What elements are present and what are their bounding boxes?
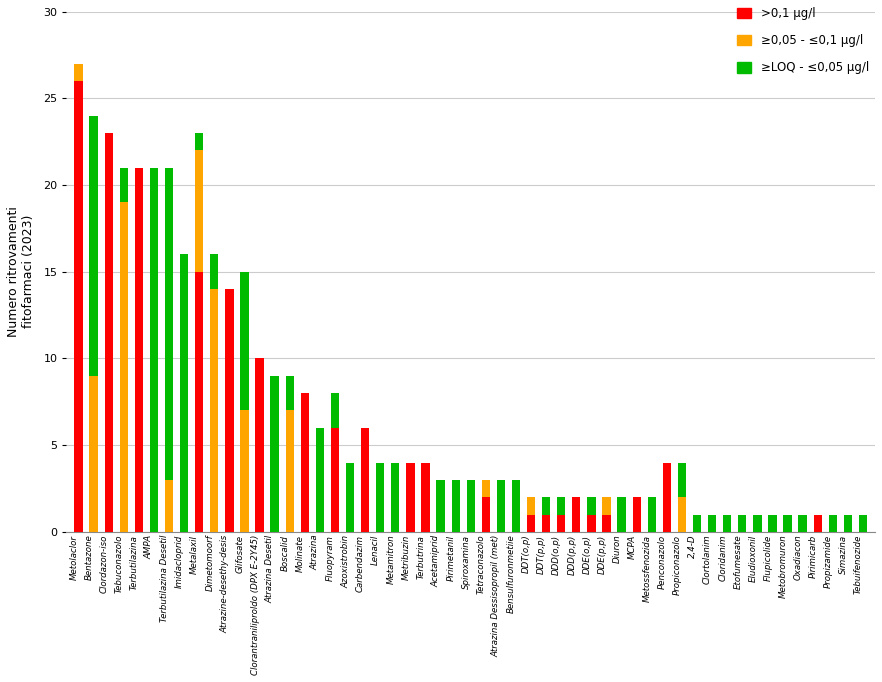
Bar bbox=[527, 514, 535, 532]
Bar bbox=[497, 480, 505, 532]
Bar bbox=[422, 462, 430, 532]
Bar bbox=[256, 359, 264, 532]
Bar bbox=[74, 63, 83, 81]
Bar bbox=[331, 393, 339, 428]
Bar bbox=[482, 497, 490, 532]
Bar bbox=[286, 376, 294, 411]
Bar bbox=[286, 411, 294, 532]
Bar bbox=[407, 462, 415, 532]
Bar bbox=[617, 497, 625, 532]
Bar bbox=[632, 497, 641, 532]
Bar bbox=[557, 497, 565, 514]
Legend: >0,1 μg/l, ≥0,05 - ≤0,1 μg/l, ≥LOQ - ≤0,05 μg/l: >0,1 μg/l, ≥0,05 - ≤0,1 μg/l, ≥LOQ - ≤0,… bbox=[737, 7, 869, 74]
Bar bbox=[602, 497, 610, 514]
Bar bbox=[195, 271, 204, 532]
Bar bbox=[708, 514, 716, 532]
Bar bbox=[346, 462, 355, 532]
Bar bbox=[602, 514, 610, 532]
Y-axis label: Numero ritrovamenti
fitofarmaci (2023): Numero ritrovamenti fitofarmaci (2023) bbox=[7, 206, 35, 337]
Bar bbox=[105, 133, 113, 532]
Bar bbox=[180, 254, 188, 532]
Bar bbox=[150, 168, 158, 532]
Bar bbox=[195, 150, 204, 271]
Bar bbox=[813, 514, 822, 532]
Bar bbox=[798, 514, 807, 532]
Bar bbox=[572, 497, 580, 532]
Bar bbox=[331, 428, 339, 532]
Bar bbox=[165, 480, 173, 532]
Bar bbox=[662, 462, 671, 532]
Bar bbox=[859, 514, 867, 532]
Bar bbox=[301, 393, 309, 532]
Bar bbox=[829, 514, 837, 532]
Bar bbox=[240, 411, 249, 532]
Bar bbox=[120, 168, 128, 203]
Bar bbox=[210, 254, 219, 289]
Bar bbox=[677, 462, 686, 497]
Bar bbox=[542, 497, 550, 514]
Bar bbox=[482, 480, 490, 497]
Bar bbox=[165, 168, 173, 480]
Bar bbox=[391, 462, 400, 532]
Bar bbox=[844, 514, 852, 532]
Bar bbox=[693, 514, 701, 532]
Bar bbox=[437, 480, 445, 532]
Bar bbox=[738, 514, 746, 532]
Bar bbox=[89, 376, 98, 532]
Bar bbox=[542, 514, 550, 532]
Bar bbox=[677, 497, 686, 532]
Bar bbox=[587, 514, 595, 532]
Bar bbox=[527, 497, 535, 514]
Bar bbox=[783, 514, 792, 532]
Bar bbox=[316, 428, 324, 532]
Bar bbox=[74, 81, 83, 532]
Bar bbox=[647, 497, 656, 532]
Bar bbox=[271, 376, 279, 532]
Bar bbox=[768, 514, 777, 532]
Bar bbox=[225, 289, 234, 532]
Bar bbox=[120, 203, 128, 532]
Bar bbox=[210, 289, 219, 532]
Bar bbox=[240, 271, 249, 411]
Bar bbox=[723, 514, 731, 532]
Bar bbox=[195, 133, 204, 150]
Bar bbox=[512, 480, 520, 532]
Bar bbox=[753, 514, 761, 532]
Bar bbox=[452, 480, 460, 532]
Bar bbox=[587, 497, 595, 514]
Bar bbox=[557, 514, 565, 532]
Bar bbox=[361, 428, 370, 532]
Bar bbox=[467, 480, 475, 532]
Bar bbox=[376, 462, 385, 532]
Bar bbox=[135, 168, 143, 532]
Bar bbox=[89, 116, 98, 376]
